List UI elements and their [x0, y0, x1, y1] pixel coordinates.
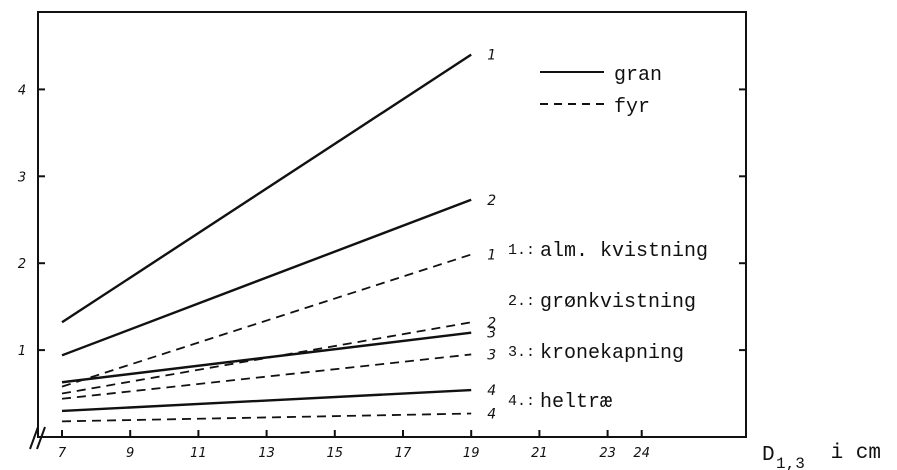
x-tick-label: 17	[395, 446, 412, 461]
y-tick-label: 4	[18, 83, 26, 98]
x-axis-title: D 1,3 i cm	[762, 442, 881, 470]
series-line-fyr-4	[61, 412, 472, 423]
y-tick-label: 1	[18, 344, 26, 359]
x-axis-title-sub: 1,3	[776, 455, 805, 470]
series-end-label-fyr-3: 3	[487, 347, 496, 363]
series-line-gran-2	[61, 198, 472, 357]
note-num-1: 1.:	[508, 242, 535, 259]
note-text-3: kronekapning	[540, 342, 684, 365]
series-line-gran-4	[61, 388, 472, 413]
y-tick-label: 2	[18, 257, 26, 272]
legend-label-gran: gran	[614, 64, 662, 87]
note-text-2: grønkvistning	[540, 291, 696, 314]
x-tick-label: 7	[58, 446, 67, 461]
series-end-label-fyr-2: 2	[487, 315, 496, 331]
y-tick-label: 3	[18, 170, 26, 185]
series-line-gran-1	[61, 53, 472, 324]
x-tick-label: 13	[258, 446, 275, 461]
series-end-label-fyr-1: 1	[487, 248, 496, 264]
x-axis-title-rest: i cm	[818, 442, 881, 465]
series-end-label-gran-3: 3	[487, 326, 496, 342]
series-end-label-fyr-4: 4	[487, 407, 496, 423]
note-num-4: 4.:	[508, 393, 535, 410]
x-tick-label: 15	[327, 446, 344, 461]
x-tick-label: 23	[599, 446, 616, 461]
series-end-label-gran-1: 1	[487, 48, 496, 64]
axis-break	[29, 426, 46, 450]
x-tick-label: 21	[531, 446, 548, 461]
x-tick-label: 9	[126, 446, 134, 461]
category-notes: 1.: alm. kvistning 2.: grønkvistning 3.:…	[508, 240, 708, 414]
x-tick-label: 19	[463, 446, 480, 461]
x-axis-title-main: D	[762, 444, 775, 467]
x-tick-label: 24	[633, 446, 650, 461]
series-line-gran-3	[61, 331, 472, 384]
x-tick-label: 11	[190, 446, 207, 461]
series-end-label-gran-2: 2	[487, 193, 496, 209]
legend-label-fyr: fyr	[614, 96, 650, 119]
plot-frame	[37, 11, 747, 438]
note-num-3: 3.:	[508, 344, 535, 361]
series-end-label-gran-4: 4	[487, 383, 496, 399]
legend: gran fyr	[540, 64, 662, 119]
series-line-fyr-3	[61, 353, 472, 400]
note-text-4: heltræ	[540, 391, 612, 414]
series-line-fyr-1	[61, 253, 472, 388]
note-num-2: 2.:	[508, 293, 535, 310]
note-text-1: alm. kvistning	[540, 240, 708, 263]
series-line-fyr-2	[61, 321, 472, 395]
